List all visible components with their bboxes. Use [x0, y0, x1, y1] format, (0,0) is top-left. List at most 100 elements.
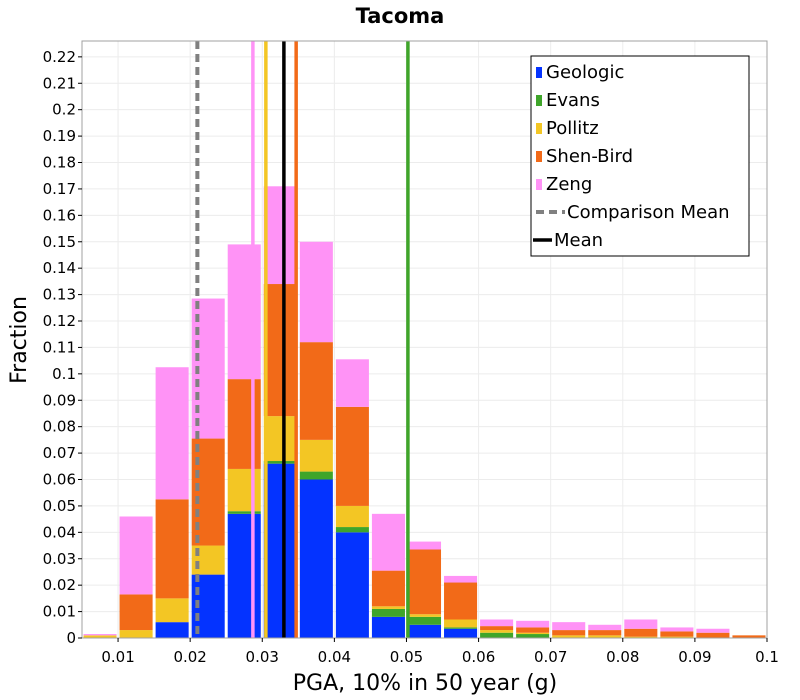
legend-label: Geologic: [546, 62, 624, 83]
bar-pollitz: [624, 636, 658, 638]
bar-shen-bird: [660, 631, 694, 637]
bar-zeng: [660, 627, 694, 632]
x-tick-label: 0.1: [755, 648, 779, 666]
bar-zeng: [588, 624, 622, 631]
bar-evans: [444, 627, 478, 629]
legend-swatch: [536, 123, 542, 134]
y-tick-label: 0.01: [43, 603, 76, 621]
bar-pollitz: [263, 416, 297, 462]
chart-title: Tacoma: [356, 4, 445, 28]
bars: [83, 186, 766, 638]
y-tick-label: 0.02: [43, 576, 76, 594]
bar-shen-bird: [516, 627, 550, 633]
y-axis-ticks: 0 0.01 0.02 0.03 0.04 0.05 0.06 0.07 0.08 0.09 0.1…: [43, 48, 82, 647]
y-tick-label: 0.1: [52, 365, 76, 383]
y-tick-label: 0.11: [43, 338, 76, 356]
y-tick-label: 0.05: [43, 497, 76, 515]
y-tick-label: 0.13: [43, 286, 76, 304]
bar-geologic: [371, 616, 405, 638]
bar-pollitz: [552, 635, 586, 638]
bar-geologic: [155, 622, 189, 638]
bar-zeng: [444, 575, 478, 583]
bar-shen-bird: [299, 342, 333, 440]
bar-shen-bird: [155, 499, 189, 599]
legend-box: [530, 55, 750, 257]
y-tick-label: 0.15: [43, 233, 76, 251]
x-tick-label: 0.04: [318, 648, 351, 666]
bar-evans: [407, 616, 442, 625]
legend-label: Zeng: [546, 174, 592, 195]
bar-pollitz: [480, 630, 514, 633]
x-axis-ticks: 0.01 0.02 0.03 0.04 0.05 0.06 0.07 0.08 0.09 0.1: [101, 638, 779, 666]
bar-pollitz: [299, 439, 333, 472]
bar-zeng: [407, 541, 442, 550]
bar-zeng: [119, 516, 153, 595]
x-tick-label: 0.03: [246, 648, 279, 666]
y-tick-label: 0.09: [43, 391, 76, 409]
y-tick-label: 0.12: [43, 312, 76, 330]
bar-zeng: [83, 634, 117, 636]
bar-geologic: [444, 628, 478, 638]
y-tick-label: 0.08: [43, 418, 76, 436]
bar-zeng: [480, 619, 514, 627]
bar-geologic: [299, 479, 333, 638]
y-tick-label: 0.03: [43, 550, 76, 568]
bar-zeng: [552, 622, 586, 631]
bar-pollitz: [516, 632, 550, 635]
x-tick-label: 0.01: [101, 648, 134, 666]
legend-swatch: [536, 67, 542, 78]
bar-zeng: [155, 367, 189, 500]
bar-pollitz: [444, 619, 478, 628]
y-tick-label: 0.19: [43, 127, 76, 145]
bar-pollitz: [660, 636, 694, 638]
y-tick-label: 0.07: [43, 444, 76, 462]
bar-shen-bird: [588, 630, 622, 636]
bar-shen-bird: [444, 582, 478, 620]
bar-pollitz: [371, 606, 405, 609]
bar-evans: [227, 511, 261, 514]
y-tick-label: 0.06: [43, 471, 76, 489]
bar-evans: [335, 527, 369, 533]
x-tick-label: 0.07: [534, 648, 567, 666]
y-tick-label: 0.22: [43, 48, 76, 66]
plot-frame: [81, 40, 768, 639]
y-tick-label: 0.18: [43, 154, 76, 172]
bar-evans: [516, 634, 550, 638]
bar-zeng: [263, 186, 297, 285]
y-tick-label: 0.04: [43, 523, 76, 541]
bar-pollitz: [407, 614, 442, 617]
y-tick-label: 0.21: [43, 74, 76, 92]
legend-label: Comparison Mean: [567, 202, 730, 223]
bar-shen-bird: [696, 632, 730, 638]
y-tick-label: 0.17: [43, 180, 76, 198]
bar-shen-bird: [407, 549, 442, 615]
legend-label: Mean: [554, 230, 603, 251]
bar-zeng: [696, 628, 730, 633]
bar-zeng: [335, 359, 369, 407]
legend-swatch: [536, 179, 542, 190]
legend-swatch: [536, 95, 542, 106]
bar-shen-bird: [263, 284, 297, 417]
bar-geologic: [263, 463, 297, 638]
bar-pollitz: [83, 635, 117, 638]
bar-shen-bird: [732, 635, 766, 638]
bar-zeng: [516, 620, 550, 628]
bar-zeng: [227, 244, 261, 380]
y-tick-label: 0: [66, 629, 76, 647]
bar-evans: [371, 608, 405, 617]
bar-pollitz: [335, 505, 369, 528]
x-tick-label: 0.08: [606, 648, 639, 666]
bar-geologic: [227, 513, 261, 638]
x-tick-label: 0.02: [173, 648, 206, 666]
bar-shen-bird: [480, 626, 514, 631]
bar-shen-bird: [335, 406, 369, 506]
bar-geologic: [407, 624, 442, 638]
bar-geologic: [335, 532, 369, 638]
bar-pollitz: [119, 630, 153, 638]
bar-pollitz: [155, 598, 189, 623]
x-tick-label: 0.09: [678, 648, 711, 666]
bar-shen-bird: [624, 628, 658, 637]
bar-pollitz: [588, 635, 622, 638]
bar-zeng: [624, 619, 658, 629]
x-tick-label: 0.05: [390, 648, 423, 666]
